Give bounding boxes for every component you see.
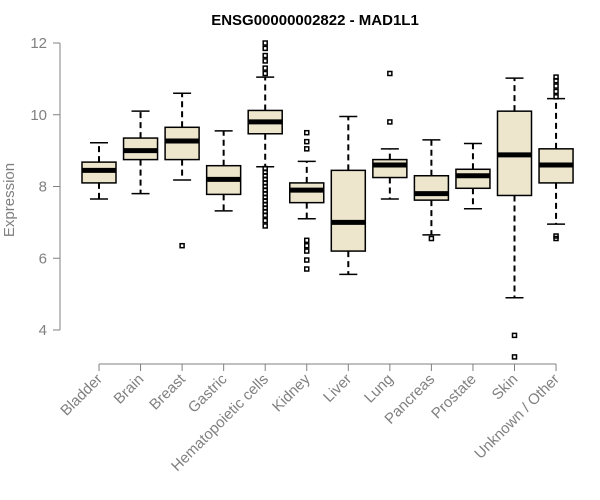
x-tick-label: Prostate (428, 371, 480, 423)
outlier-point (387, 119, 393, 125)
y-tick-label: 10 (30, 107, 47, 124)
outlier-point (553, 83, 559, 89)
outlier-point (553, 94, 559, 100)
outlier-point (262, 70, 268, 77)
outlier-point (304, 242, 310, 249)
x-tick-label: Brain (111, 371, 148, 408)
box-rect (289, 182, 325, 204)
outlier-point (262, 58, 268, 64)
outlier-point (262, 45, 268, 52)
y-tick-label: 6 (39, 250, 47, 267)
outlier-point (553, 74, 559, 80)
box-group (164, 92, 200, 249)
y-tick-label: 8 (39, 179, 47, 196)
box-group (496, 77, 533, 360)
box-group (81, 141, 117, 200)
box-rect (455, 168, 491, 190)
outlier-point (179, 242, 185, 249)
outlier-point (304, 129, 310, 136)
box-rect (413, 174, 450, 201)
outlier-point (511, 354, 518, 360)
x-tick-label: Liver (320, 371, 355, 406)
outlier-point (387, 70, 393, 77)
outlier-point (304, 257, 310, 263)
x-tick-label: Lung (361, 371, 397, 407)
x-tick-label: Bladder (57, 371, 106, 420)
box-group (122, 110, 159, 195)
outlier-point (262, 40, 268, 46)
box-rect (164, 126, 200, 161)
x-tick-label: Breast (146, 370, 189, 413)
outlier-point (262, 52, 268, 59)
box-group (247, 40, 283, 229)
box-series (81, 40, 574, 360)
outlier-point (553, 233, 559, 239)
outlier-point (553, 88, 559, 95)
y-axis: 4 6 8 10 12 (30, 35, 61, 339)
box-group (538, 74, 574, 242)
outlier-point (262, 217, 268, 224)
box-group (205, 130, 242, 212)
outlier-point (262, 165, 268, 172)
outlier-point (304, 248, 310, 254)
x-tick-label: Kidney (269, 370, 314, 415)
y-tick-label: 4 (39, 322, 47, 339)
box-group (413, 139, 450, 242)
outlier-point (304, 138, 310, 145)
box-group (289, 129, 325, 272)
y-tick-label: 12 (30, 35, 47, 52)
box-rect (372, 158, 408, 179)
outlier-point (428, 235, 435, 242)
box-rect (330, 169, 367, 252)
box-group (372, 70, 408, 200)
outlier-point (304, 146, 310, 152)
outlier-point (304, 237, 310, 244)
outlier-point (262, 65, 268, 71)
x-tick-label: Skin (489, 371, 522, 404)
box-group (455, 142, 491, 210)
chart-title: ENSG00000002822 - MAD1L1 (211, 12, 419, 29)
outlier-point (511, 332, 518, 339)
y-axis-title: Expression (1, 163, 18, 237)
box-group (330, 115, 367, 276)
outlier-point (262, 223, 268, 229)
outlier-point (304, 266, 310, 272)
